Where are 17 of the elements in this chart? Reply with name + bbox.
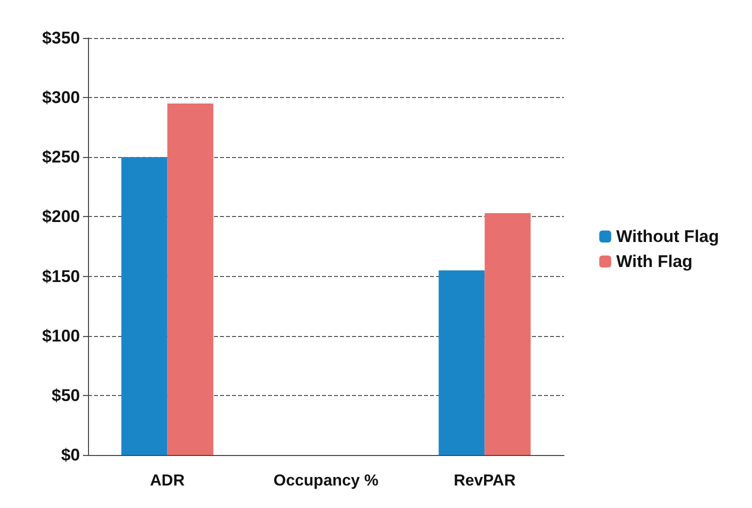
bar [484, 213, 531, 455]
y-tick-label: $0 [61, 446, 80, 464]
y-tick-label: $200 [42, 207, 80, 226]
y-tick-label: $50 [52, 386, 80, 405]
bar [438, 270, 485, 455]
y-tick-label: $150 [42, 266, 80, 286]
bar [167, 104, 214, 455]
bar [121, 157, 168, 455]
y-tick-label: $100 [42, 326, 80, 346]
x-tick-label: ADR [150, 472, 186, 490]
legend-label: Without Flag [616, 227, 719, 246]
y-tick-label: $250 [42, 148, 80, 167]
legend-label: With Flag [616, 252, 693, 271]
x-tick-label: RevPAR [454, 472, 516, 490]
x-tick-label: Occupancy % [274, 472, 378, 490]
y-tick-label: $300 [42, 88, 80, 108]
y-tick-label: $350 [42, 28, 80, 48]
